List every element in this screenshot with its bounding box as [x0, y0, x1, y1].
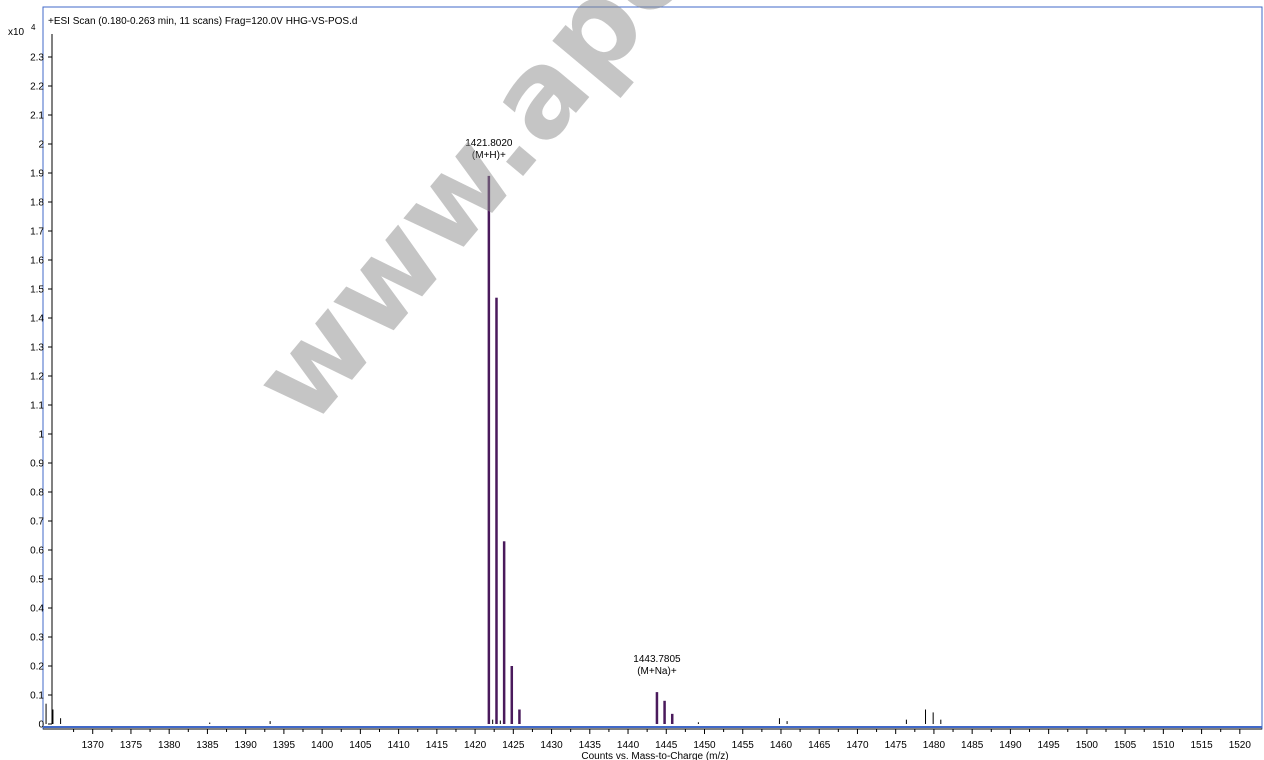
x-tick-label: 1385	[196, 740, 219, 751]
x-tick-label: 1475	[885, 740, 908, 751]
peak-annotation-label: 1421.8020	[465, 138, 513, 149]
y-tick-label: 2.1	[30, 111, 44, 122]
y-tick-label: 2.2	[30, 82, 44, 93]
spectrum-peak	[670, 713, 674, 724]
y-tick-label: 1.3	[30, 343, 44, 354]
spectrum-peak	[925, 709, 927, 724]
spectrum-peak	[655, 692, 659, 724]
x-axis: 1370 1375 1380 1385 1390 1395 1400 1405 1410 1415…	[43, 726, 1262, 751]
y-multiplier-label: x10	[8, 27, 25, 38]
x-tick-label: 1450	[693, 740, 716, 751]
x-tick-label: 1500	[1076, 740, 1099, 751]
x-tick-label: 1390	[235, 740, 258, 751]
x-tick-label: 1460	[770, 740, 793, 751]
x-tick-label: 1405	[349, 740, 372, 751]
y-tick-label: 2	[38, 140, 44, 151]
y-tick-label: 1.6	[30, 256, 44, 267]
spectrum-peak	[45, 703, 47, 724]
peaks	[45, 175, 942, 724]
x-tick-label: 1415	[426, 740, 449, 751]
peak-annotation-label: 1443.7805	[633, 654, 681, 665]
spectrum-peak	[52, 709, 54, 724]
y-tick-label: 0.6	[30, 546, 44, 557]
y-tick-label: 0	[38, 720, 44, 731]
y-tick-label: 0.8	[30, 488, 44, 499]
y-axis: 0 0.1 0.2 0.3 0.4 0.5 0.6 0.7 0.8 0.9 1 1.1 1.2 1.3 1.…	[30, 34, 53, 731]
y-tick-label: 0.9	[30, 459, 44, 470]
y-tick-label: 0.7	[30, 517, 44, 528]
y-exponent-label: 4	[31, 23, 36, 32]
x-tick-label: 1370	[82, 740, 105, 751]
x-axis-label: Counts vs. Mass-to-Charge (m/z)	[581, 751, 728, 760]
x-tick-label: 1520	[1229, 740, 1252, 751]
spectrum-peak	[502, 541, 506, 724]
x-tick-label: 1510	[1152, 740, 1175, 751]
x-tick-label: 1515	[1190, 740, 1213, 751]
chart-title: +ESI Scan (0.180-0.263 min, 11 scans) Fr…	[48, 16, 357, 27]
x-tick-label: 1445	[655, 740, 678, 751]
spectrum-peak	[495, 297, 498, 724]
x-tick-label: 1440	[617, 740, 640, 751]
y-tick-label: 0.1	[30, 691, 44, 702]
y-tick-label: 2.3	[30, 53, 44, 64]
y-tick-label: 1.2	[30, 372, 44, 383]
y-tick-label: 1.1	[30, 401, 44, 412]
spectrum-peak	[778, 718, 780, 724]
spectrum-peak	[932, 712, 934, 724]
spectrum-peak	[940, 719, 942, 724]
spectrum-peak	[487, 175, 491, 724]
y-tick-label: 0.3	[30, 633, 44, 644]
spectrum-peak	[663, 700, 666, 724]
x-tick-label: 1495	[1038, 740, 1061, 751]
spectrum-peak	[60, 718, 62, 724]
y-tick-label: 1.9	[30, 169, 44, 180]
x-tick-label: 1420	[464, 740, 487, 751]
x-tick-label: 1455	[732, 740, 755, 751]
spectrum-peak	[905, 719, 907, 724]
y-tick-label: 0.2	[30, 662, 44, 673]
y-tick-label: 0.5	[30, 575, 44, 586]
x-tick-label: 1380	[158, 740, 181, 751]
x-tick-label: 1490	[999, 740, 1022, 751]
y-tick-label: 1	[38, 430, 44, 441]
spectrum-peak	[499, 720, 501, 724]
x-tick-label: 1425	[502, 740, 525, 751]
x-tick-label: 1410	[387, 740, 410, 751]
peak-annotation-label: (M+Na)+	[637, 666, 677, 677]
x-tick-label: 1485	[961, 740, 984, 751]
x-tick-label: 1430	[540, 740, 563, 751]
x-tick-label: 1470	[846, 740, 869, 751]
y-tick-label: 0.4	[30, 604, 44, 615]
x-tick-label: 1400	[311, 740, 334, 751]
x-tick-label: 1395	[273, 740, 296, 751]
y-tick-label: 1.7	[30, 227, 44, 238]
spectrum-peak	[492, 719, 494, 724]
y-tick-label: 1.5	[30, 285, 44, 296]
spectrum-peak	[786, 721, 788, 724]
x-tick-label: 1465	[808, 740, 831, 751]
plot-frame	[42, 6, 1263, 730]
y-tick-label: 1.8	[30, 198, 44, 209]
spectrum-peak	[269, 721, 271, 724]
x-tick-label: 1435	[579, 740, 602, 751]
x-tick-label: 1480	[923, 740, 946, 751]
x-tick-label: 1505	[1114, 740, 1137, 751]
spectrum-peak	[518, 709, 521, 724]
y-tick-label: 1.4	[30, 314, 44, 325]
spectrum-peak	[510, 666, 514, 724]
peak-annotations: 1421.8020(M+H)+ 1443.7805(M+Na)+	[465, 138, 681, 677]
spectrum-peak	[697, 722, 699, 724]
peak-annotation-label: (M+H)+	[472, 150, 506, 161]
spectrum-peak	[209, 722, 211, 724]
x-tick-label: 1375	[120, 740, 143, 751]
